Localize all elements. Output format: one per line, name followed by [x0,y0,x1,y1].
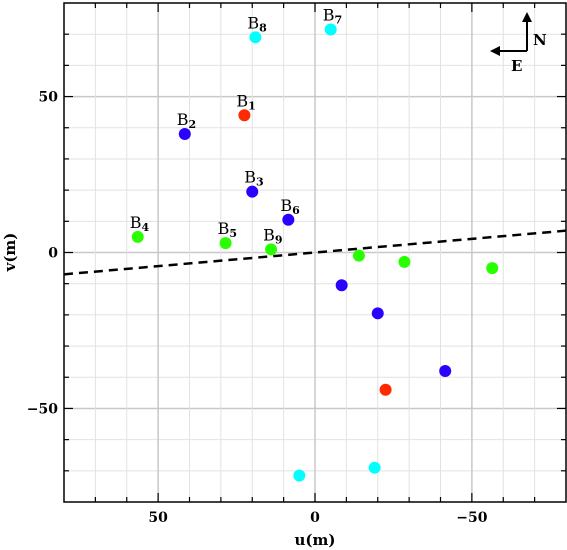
point-label: B9 [263,225,282,246]
x-tick-label: −50 [456,510,487,526]
points-layer [131,23,499,482]
x-tick-label: 0 [310,510,320,526]
point-label: B3 [244,168,263,189]
compass-east-label: E [511,57,522,75]
data-point [293,469,306,482]
point-label-subscript: 9 [275,233,283,246]
point-label-subscript: 2 [189,118,197,131]
data-point [439,365,452,378]
data-point [178,127,191,140]
data-point [265,243,278,256]
dashed-line-layer [63,229,567,276]
x-tick-label: 50 [148,510,168,526]
grid [64,3,566,502]
point-label-subscript: 1 [248,99,256,112]
y-tick-label: 0 [48,246,58,262]
data-point [282,213,295,226]
point-label-base: B [130,213,142,232]
compass-icon: N E [490,12,547,75]
data-point [249,31,262,44]
point-label: B6 [280,196,300,217]
point-label-subscript: 5 [229,227,237,240]
point-label: B1 [236,91,255,112]
point-label-base: B [218,219,230,238]
north-arrow-head [522,12,532,22]
point-label: B4 [130,213,150,234]
point-label-base: B [263,225,275,244]
east-arrow-head [490,46,500,56]
point-label-subscript: 8 [259,21,267,34]
point-label-base: B [236,91,248,110]
data-point [131,230,144,243]
point-label: B7 [323,6,342,27]
point-label-base: B [247,13,259,32]
point-label-subscript: 4 [141,221,149,234]
data-point [238,109,251,122]
data-point [335,279,348,292]
x-axis-title: u(m) [295,531,336,549]
data-point [324,23,337,36]
point-label: B5 [218,219,237,240]
dashed-line [63,229,567,276]
point-label-subscript: 7 [334,14,342,27]
data-point [352,249,365,262]
point-label-subscript: 6 [292,204,300,217]
y-tick-label: −50 [27,401,58,417]
data-point [219,237,232,250]
axes: 50 0 −50 50 0 −50 [27,2,567,526]
compass-north-label: N [533,31,547,49]
data-point [371,307,384,320]
point-label-base: B [244,168,256,187]
y-axis-title: v(m) [1,233,19,273]
data-point [246,185,259,198]
data-point [398,255,411,268]
y-tick-label: 50 [39,90,59,106]
point-label-base: B [323,6,335,25]
data-point [486,262,499,275]
data-point [379,383,392,396]
point-label: B8 [247,13,267,34]
point-label-base: B [280,196,292,215]
point-label: B2 [177,110,196,131]
data-point [368,461,381,474]
point-label-subscript: 3 [256,176,264,189]
point-label-base: B [177,110,189,129]
